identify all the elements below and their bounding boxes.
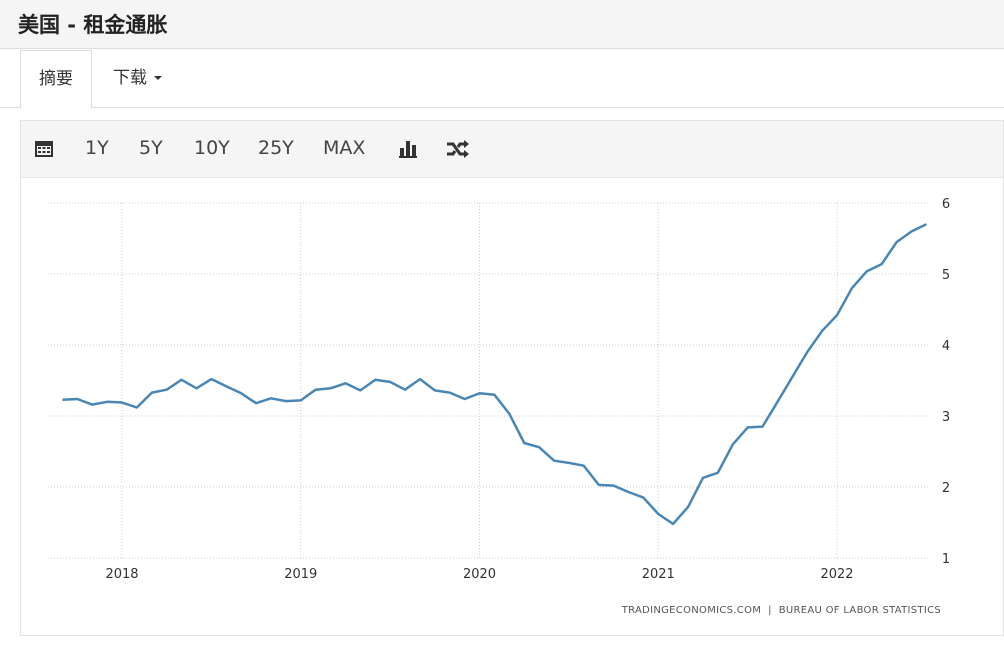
- tab[interactable]: 下载: [95, 50, 182, 107]
- tab[interactable]: 摘要: [20, 50, 92, 109]
- tab-bar: 摘要 下载: [0, 50, 1004, 109]
- caret: [154, 76, 163, 80]
- y-tick-label: 1: [942, 552, 950, 567]
- x-tick-label: 2019: [284, 567, 317, 582]
- range-button[interactable]: 10Y: [194, 137, 230, 159]
- y-tick-label: 2: [942, 481, 950, 496]
- calendar-icon[interactable]: [34, 138, 56, 160]
- range-button[interactable]: 1Y: [85, 137, 109, 159]
- data-line: [62, 223, 927, 526]
- range-button[interactable]: 25Y: [258, 137, 294, 159]
- source-note: TRADINGECONOMICS.COM | BUREAU OF LABOR S…: [621, 605, 941, 616]
- shuffle-icon[interactable]: [446, 138, 470, 160]
- page-title: 美国 - 租金通胀: [18, 13, 168, 37]
- x-tick-label: 2018: [105, 567, 138, 582]
- range-button[interactable]: MAX: [323, 137, 366, 159]
- tab-label[interactable]: 下载: [113, 68, 147, 88]
- x-tick-label: 2021: [642, 567, 675, 582]
- x-tick-label: 2020: [463, 567, 496, 582]
- y-tick-label: 6: [942, 197, 950, 212]
- header: 美国 - 租金通胀: [0, 0, 1004, 49]
- chart-panel: 1Y 5Y 10Y 25Y MAX: [20, 120, 1004, 636]
- bar-chart-icon[interactable]: [398, 138, 420, 160]
- y-tick-label: 3: [942, 410, 950, 425]
- x-tick-label: 2022: [820, 567, 853, 582]
- range-button[interactable]: 5Y: [139, 137, 163, 159]
- y-tick-label: 4: [942, 339, 950, 354]
- y-tick-label: 5: [942, 268, 950, 283]
- toolbar: 1Y 5Y 10Y 25Y MAX: [21, 121, 1003, 178]
